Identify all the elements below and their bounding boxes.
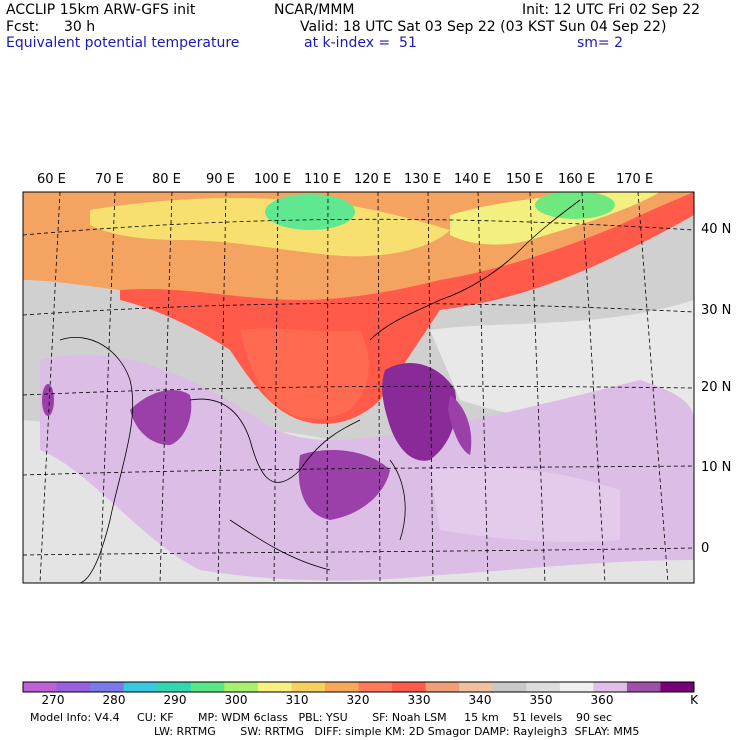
lat-label: 20 N — [701, 380, 732, 395]
field-shading — [23, 192, 694, 583]
coastline — [369, 199, 581, 341]
colorbar-swatch — [257, 682, 292, 692]
colorbar-swatch — [56, 682, 91, 692]
smooth-info: sm= 2 — [577, 35, 624, 51]
cold-patch — [535, 192, 615, 219]
lat-label: 10 N — [701, 460, 732, 475]
level-info: at k-index = 51 — [304, 35, 417, 51]
colorbar-label: 350 — [529, 693, 553, 707]
colorbar-swatch — [324, 682, 359, 692]
map-frame — [22, 191, 695, 584]
colorbar-label: 310 — [285, 693, 309, 707]
colorbar-swatch — [626, 682, 661, 692]
colorbar-label: 330 — [407, 693, 431, 707]
colorbar-swatch — [123, 682, 158, 692]
coastline — [189, 398, 361, 483]
valid-time: Valid: 18 UTC Sat 03 Sep 22 (03 KST Sun … — [300, 19, 667, 35]
colorbar-swatch — [90, 682, 125, 692]
model-info-line1: Model Info: V4.4 CU: KF MP: WDM 6class P… — [30, 711, 613, 724]
colorbar-swatch — [291, 682, 326, 692]
model-title: ACCLIP 15km ARW-GFS init — [6, 2, 196, 18]
lon-label: 120 E — [354, 172, 392, 187]
coastline — [229, 519, 331, 571]
cold-patch — [265, 194, 355, 230]
colorbar-swatch — [392, 682, 427, 692]
colorbar-unit: K — [690, 693, 698, 707]
lon-label: 130 E — [404, 172, 442, 187]
colorbar — [22, 681, 695, 693]
lon-label: 160 E — [558, 172, 596, 187]
field-name: Equivalent potential temperature — [6, 35, 240, 51]
fcst-value: 30 h — [64, 19, 96, 35]
cool-band — [90, 198, 450, 257]
colorbar-label: 270 — [41, 693, 65, 707]
colorbar-swatch — [190, 682, 225, 692]
org-label: NCAR/MMM — [274, 2, 355, 18]
typhoon-core — [382, 362, 457, 461]
colorbar-label: 300 — [224, 693, 248, 707]
init-time: Init: 12 UTC Fri 02 Sep 22 — [522, 2, 701, 18]
hot-band — [240, 328, 369, 419]
colorbar-label: 280 — [102, 693, 126, 707]
colorbar-swatch — [526, 682, 561, 692]
lon-label: 170 E — [616, 172, 654, 187]
lon-label: 110 E — [304, 172, 342, 187]
colorbar-label: 360 — [590, 693, 614, 707]
colorbar-swatch — [358, 682, 393, 692]
colorbar-label: 320 — [346, 693, 370, 707]
high-thetae-region — [448, 395, 472, 455]
colorbar-swatch — [660, 682, 695, 692]
lat-label: 30 N — [701, 303, 732, 318]
colorbar-frame — [22, 681, 695, 693]
lon-label: 140 E — [454, 172, 492, 187]
colorbar-swatch — [23, 682, 58, 692]
lon-label: 70 E — [95, 172, 124, 187]
colorbar-label: 290 — [163, 693, 187, 707]
fcst-label: Fcst: — [6, 19, 40, 35]
lat-label: 0 — [701, 541, 710, 556]
colorbar-swatch — [593, 682, 628, 692]
colorbar-swatch — [492, 682, 527, 692]
colorbar-swatch — [425, 682, 460, 692]
high-thetae-region — [130, 390, 192, 445]
colorbar-swatch — [157, 682, 192, 692]
graticule — [23, 192, 694, 583]
lon-label: 100 E — [254, 172, 292, 187]
lon-label: 60 E — [37, 172, 66, 187]
moist-band — [430, 466, 620, 542]
lon-label: 150 E — [506, 172, 544, 187]
high-thetae-region — [298, 450, 390, 520]
coastline — [59, 337, 134, 583]
coastline — [389, 459, 406, 541]
lon-label: 90 E — [206, 172, 235, 187]
lat-label: 40 N — [701, 222, 732, 237]
high-thetae-region — [42, 384, 54, 416]
lon-label: 80 E — [152, 172, 181, 187]
colorbar-label: 340 — [468, 693, 492, 707]
colorbar-swatch — [559, 682, 594, 692]
model-info-line2: LW: RRTMG SW: RRTMG DIFF: simple KM: 2D … — [154, 725, 640, 738]
colorbar-swatch — [459, 682, 494, 692]
colorbar-swatch — [224, 682, 259, 692]
